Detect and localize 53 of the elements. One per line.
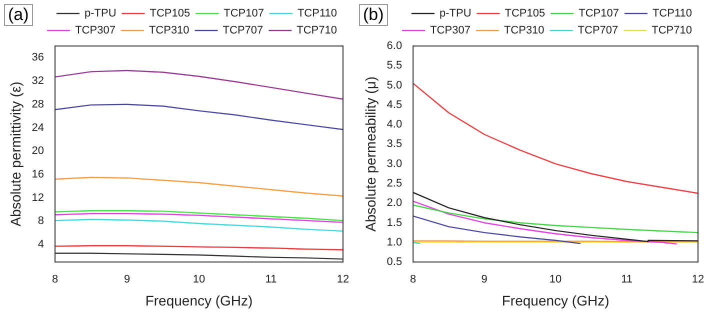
- legend-label: TCP107: [578, 8, 619, 20]
- y-tick-label: 24: [32, 122, 44, 134]
- x-tick-label: 10: [549, 274, 562, 286]
- x-tick-label: 9: [124, 274, 130, 286]
- x-axis-title: Frequency (GHz): [502, 292, 610, 308]
- legend-label: TCP310: [148, 24, 190, 37]
- legend-label: p-TPU: [84, 8, 116, 20]
- x-tick-label: 10: [192, 274, 206, 286]
- y-tick-label: 5.5: [386, 60, 402, 72]
- legend-label: p-TPU: [439, 8, 472, 20]
- x-tick-label: 11: [265, 274, 277, 286]
- y-tick-label: 4: [38, 238, 44, 251]
- legend-label: TCP110: [652, 8, 692, 20]
- y-tick-label: 20: [32, 145, 44, 158]
- chart-title: (a): [4, 4, 33, 26]
- legend-label: TCP307: [430, 24, 470, 37]
- x-tick-label: 12: [692, 274, 704, 286]
- y-tick-label: 2.5: [386, 177, 402, 190]
- y-tick-label: 4.0: [386, 118, 402, 131]
- legend-label: TCP710: [652, 24, 692, 37]
- legend-label: TCP307: [75, 24, 116, 37]
- y-tick-label: 2.0: [386, 197, 402, 210]
- y-tick-label: 1.5: [386, 216, 402, 229]
- y-tick-label: 8: [38, 215, 44, 228]
- chart-title: (b): [359, 4, 388, 26]
- x-tick-label: 8: [410, 274, 416, 286]
- y-tick-label: 6.0: [386, 40, 402, 52]
- x-tick-label: 11: [621, 274, 632, 286]
- y-tick-label: 28: [32, 98, 44, 110]
- y-tick-label: 4.5: [386, 98, 402, 111]
- y-tick-label: 0.5: [386, 256, 402, 268]
- x-tick-label: 12: [336, 274, 350, 286]
- x-axis-title: Frequency (GHz): [145, 292, 253, 308]
- legend-label: TCP105: [504, 8, 546, 20]
- y-tick-label: 1.0: [386, 236, 402, 248]
- legend-label: TCP707: [222, 24, 264, 37]
- legend-label: TCP710: [296, 24, 338, 37]
- legend-label: TCP707: [578, 24, 618, 37]
- y-axis-title: Absolute permeability (μ): [362, 76, 378, 232]
- legend-label: TCP110: [297, 8, 338, 20]
- y-tick-label: 3.0: [386, 158, 402, 170]
- y-tick-label: 12: [32, 192, 44, 204]
- y-tick-label: 36: [32, 52, 44, 64]
- y-tick-label: 32: [32, 75, 44, 88]
- x-tick-label: 9: [481, 274, 488, 286]
- legend-label: TCP310: [504, 24, 544, 37]
- y-tick-label: 3.5: [386, 138, 402, 150]
- legend-label: TCP107: [224, 8, 264, 20]
- y-tick-label: 5.0: [386, 79, 402, 92]
- y-tick-label: 16: [32, 168, 44, 180]
- x-tick-label: 8: [52, 274, 58, 286]
- legend-label: TCP105: [150, 8, 190, 20]
- y-axis-title: Absolute permittivity (ε): [7, 82, 24, 226]
